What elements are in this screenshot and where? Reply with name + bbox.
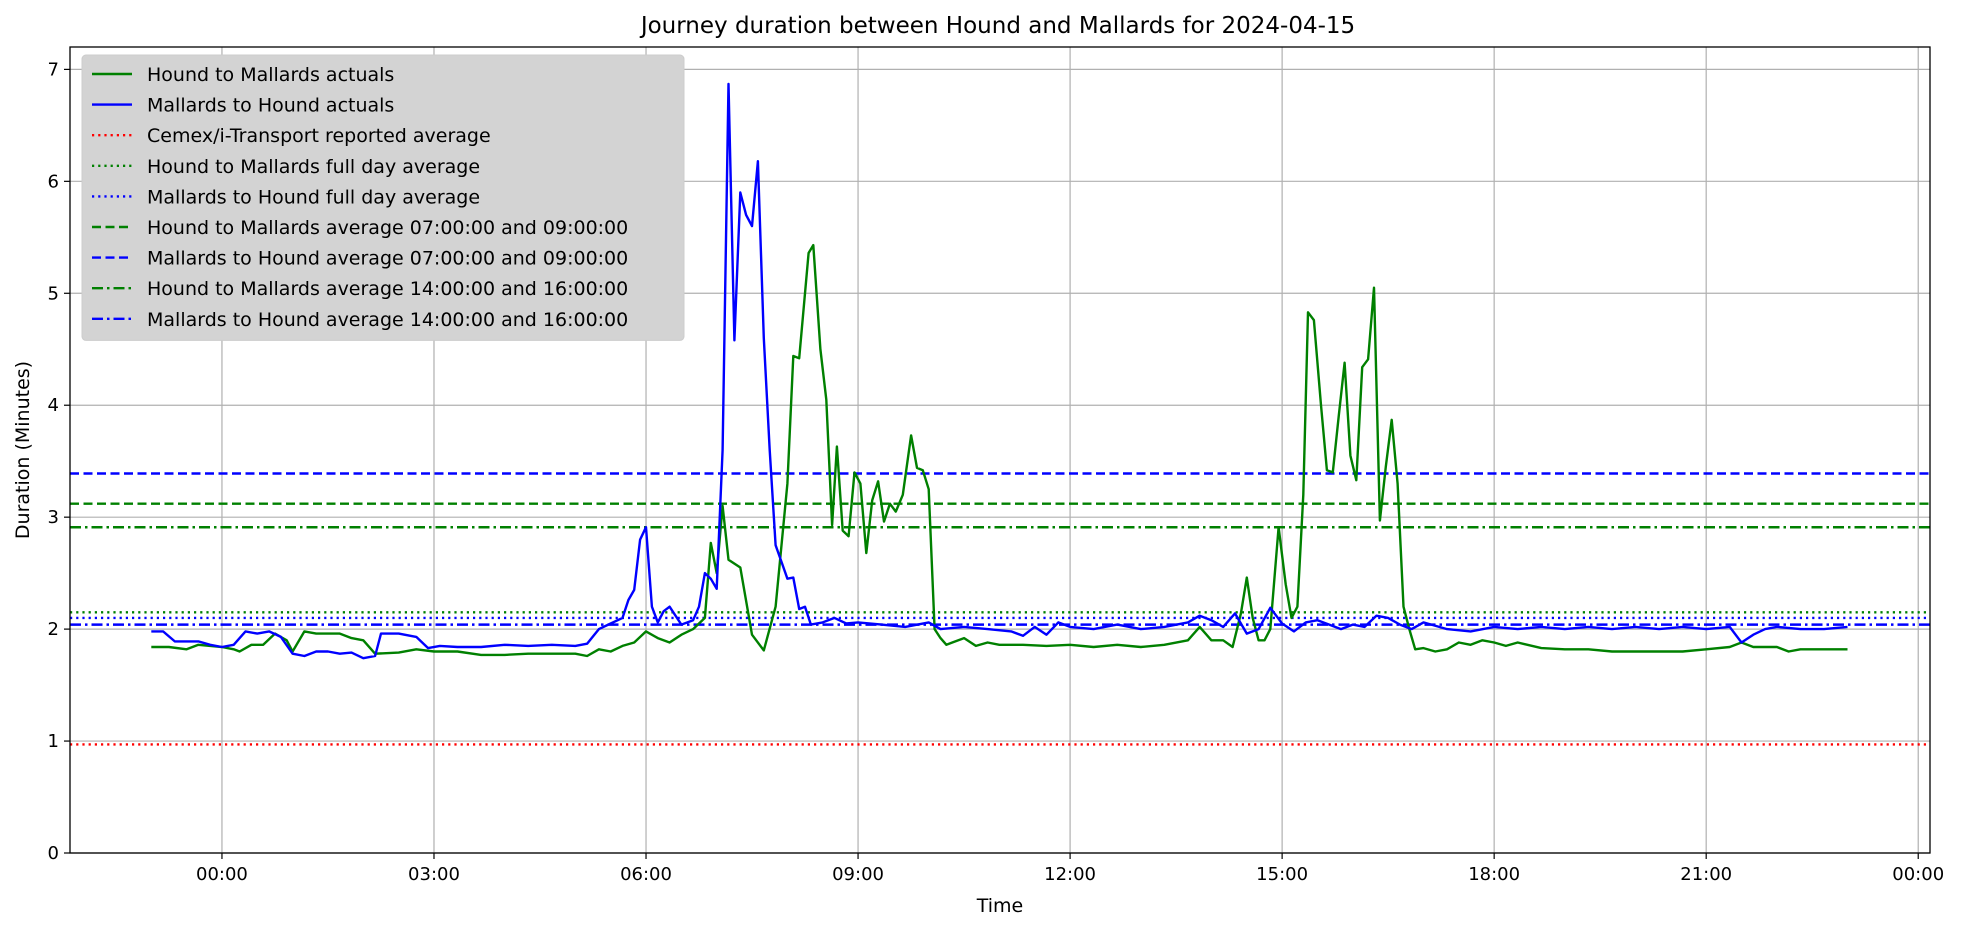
series-line-1 [151,82,1848,660]
legend-label: Mallards to Hound actuals [147,95,394,117]
x-tick-label: 15:00 [1256,864,1308,885]
legend-label: Hound to Mallards full day average [147,156,480,178]
x-tick-label: 09:00 [832,864,884,885]
y-tick-label: 6 [48,171,59,192]
y-tick-label: 7 [48,59,59,80]
x-tick-label: 12:00 [1044,864,1096,885]
x-tick-label: 03:00 [408,864,460,885]
y-axis-ticks: 0 1 2 3 4 5 6 7 [48,59,70,864]
y-tick-label: 5 [48,283,59,304]
y-axis-label: Duration (Minutes) [12,361,34,539]
legend-label: Hound to Mallards average 07:00:00 and 0… [147,217,628,239]
legend: Hound to Mallards actuals Mallards to Hou… [81,54,685,341]
x-tick-label: 00:00 [196,864,248,885]
legend-label: Mallards to Hound average 14:00:00 and 1… [147,309,628,331]
y-tick-label: 0 [48,843,59,864]
legend-label: Cemex/i-Transport reported average [147,125,491,147]
x-tick-label: 06:00 [620,864,672,885]
x-tick-label: 00:00 [1892,864,1944,885]
legend-box [81,54,685,341]
x-tick-label: 18:00 [1468,864,1520,885]
legend-label: Hound to Mallards actuals [147,64,394,86]
x-tick-label: 21:00 [1680,864,1732,885]
legend-label: Hound to Mallards average 14:00:00 and 1… [147,278,628,300]
chart-title: Journey duration between Hound and Malla… [639,13,1355,39]
y-tick-label: 4 [48,395,59,416]
average-lines [70,472,1930,746]
series-lines [151,82,1848,660]
plot-frame [69,46,1931,854]
y-tick-label: 2 [48,619,59,640]
y-tick-label: 1 [48,731,59,752]
x-axis-ticks: 00:00 03:00 06:00 09:00 12:00 15:00 18:00 21:00… [196,853,1944,885]
series-line-0 [151,243,1848,658]
x-axis-label: Time [976,895,1024,917]
legend-label: Mallards to Hound average 07:00:00 and 0… [147,248,628,270]
legend-label: Mallards to Hound full day average [147,186,480,208]
y-tick-label: 3 [48,507,59,528]
